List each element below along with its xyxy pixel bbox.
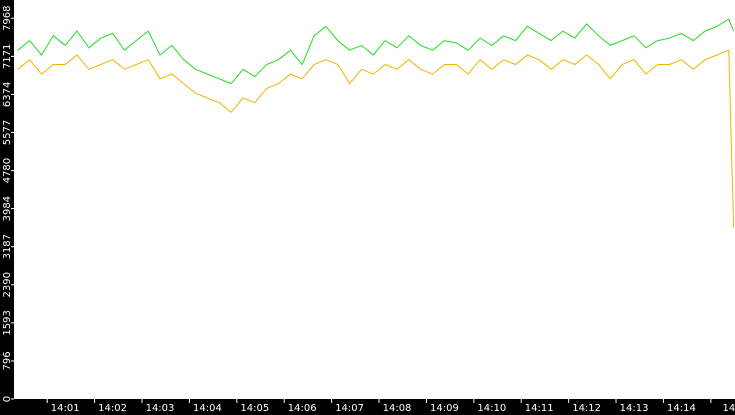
series-line <box>17 49 735 228</box>
y-tick-label: 4780 <box>2 158 13 183</box>
x-tick-label: 14:11 <box>525 403 554 414</box>
x-tick-label: 14:06 <box>288 403 317 414</box>
x-tick-label: 14:04 <box>193 403 222 414</box>
x-axis-band <box>0 399 735 415</box>
y-tick-label: 0 <box>2 396 13 402</box>
y-tick-label: 7968 <box>2 6 13 31</box>
x-tick-label: 14:03 <box>146 403 175 414</box>
y-tick-label: 5577 <box>2 120 13 145</box>
y-tick-label: 2390 <box>2 272 13 297</box>
x-tick-label: 14:08 <box>383 403 412 414</box>
y-tick-label: 1593 <box>2 310 13 335</box>
x-tick-label: 14:14 <box>667 403 696 414</box>
x-tick-label: 14:13 <box>620 403 649 414</box>
x-tick-label: 14 <box>722 403 735 414</box>
y-tick-label: 3984 <box>2 196 13 221</box>
x-tick-label: 14:10 <box>477 403 506 414</box>
y-tick-label: 6374 <box>2 82 13 107</box>
series-line <box>17 18 735 85</box>
y-tick-label: 796 <box>2 351 13 370</box>
x-tick-label: 14:12 <box>572 403 601 414</box>
y-axis-band <box>0 0 14 415</box>
x-tick-label: 14:02 <box>98 403 127 414</box>
x-tick-label: 14:01 <box>51 403 80 414</box>
y-tick-label: 7171 <box>2 44 13 69</box>
x-tick-label: 14:09 <box>430 403 459 414</box>
x-tick-label: 14:05 <box>240 403 269 414</box>
x-tick-label: 14:07 <box>335 403 364 414</box>
y-tick-label: 3187 <box>2 234 13 259</box>
